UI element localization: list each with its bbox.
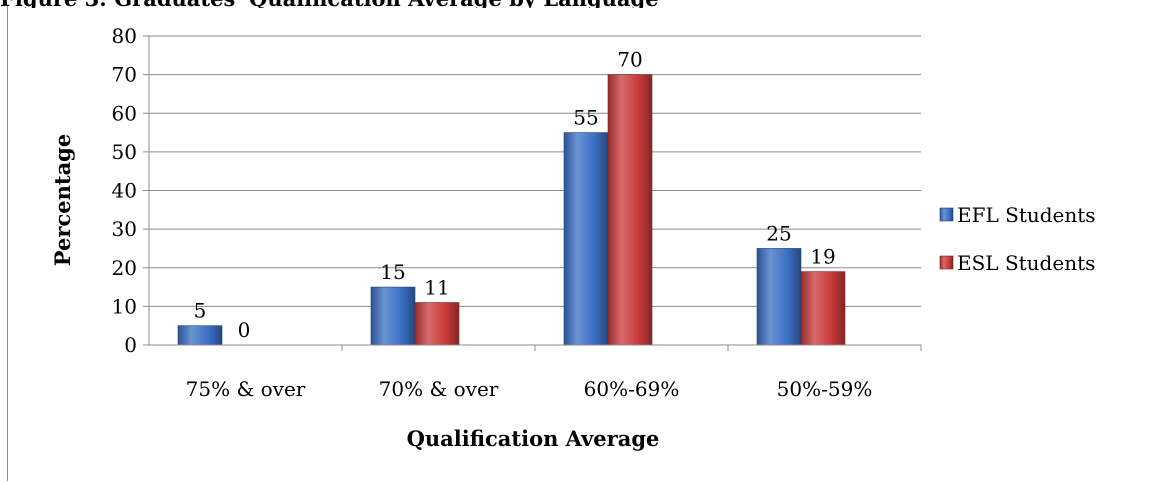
y-tick-label: 10	[112, 294, 137, 318]
bar-efl	[177, 325, 223, 346]
x-axis-title: Qualification Average	[407, 426, 660, 451]
x-tick-label: 60%-69%	[584, 377, 680, 401]
bars	[177, 74, 846, 346]
bar-esl	[800, 271, 846, 346]
data-label: 19	[810, 245, 835, 269]
bar-efl	[370, 286, 416, 346]
y-tick-label: 50	[112, 140, 137, 164]
data-label: 25	[766, 221, 791, 245]
y-tick-label: 30	[112, 217, 137, 241]
data-label: 70	[617, 48, 642, 72]
legend-swatch	[939, 207, 954, 222]
bar-efl	[563, 132, 609, 346]
data-label: 5	[194, 299, 207, 323]
y-tick-label: 0	[124, 333, 137, 357]
y-tick-label: 40	[112, 179, 137, 203]
legend-label: EFL Students	[957, 203, 1096, 227]
bar-esl	[414, 302, 460, 346]
y-tick-label: 60	[112, 101, 137, 125]
bar-esl	[607, 74, 653, 346]
x-tick-label: 50%-59%	[777, 377, 873, 401]
data-label: 11	[424, 276, 449, 300]
gridlines	[149, 35, 921, 307]
bar-efl	[756, 248, 802, 346]
y-axis-title: Percentage	[50, 134, 75, 266]
y-tick-label: 70	[112, 63, 137, 87]
y-tick-label: 20	[112, 256, 137, 280]
y-tick-label: 80	[112, 24, 137, 48]
data-label: 55	[573, 106, 598, 130]
legend-swatch	[939, 255, 954, 270]
data-label: 0	[238, 318, 251, 342]
x-tick-label: 70% & over	[379, 377, 499, 401]
data-label: 15	[380, 260, 405, 284]
legend: EFL Students ESL Students	[939, 203, 1096, 275]
chart-frame: 0 10 20 30 40 50 60 70 80 75% & over 70% & over 60%…	[7, 6, 1148, 481]
data-labels: 5 0 15 11 55 70 25 19	[194, 48, 836, 342]
x-tick-label: 75% & over	[186, 377, 306, 401]
figure-caption: Figure 3: Graduates' Qualification Avera…	[0, 0, 1150, 8]
legend-label: ESL Students	[957, 251, 1095, 275]
